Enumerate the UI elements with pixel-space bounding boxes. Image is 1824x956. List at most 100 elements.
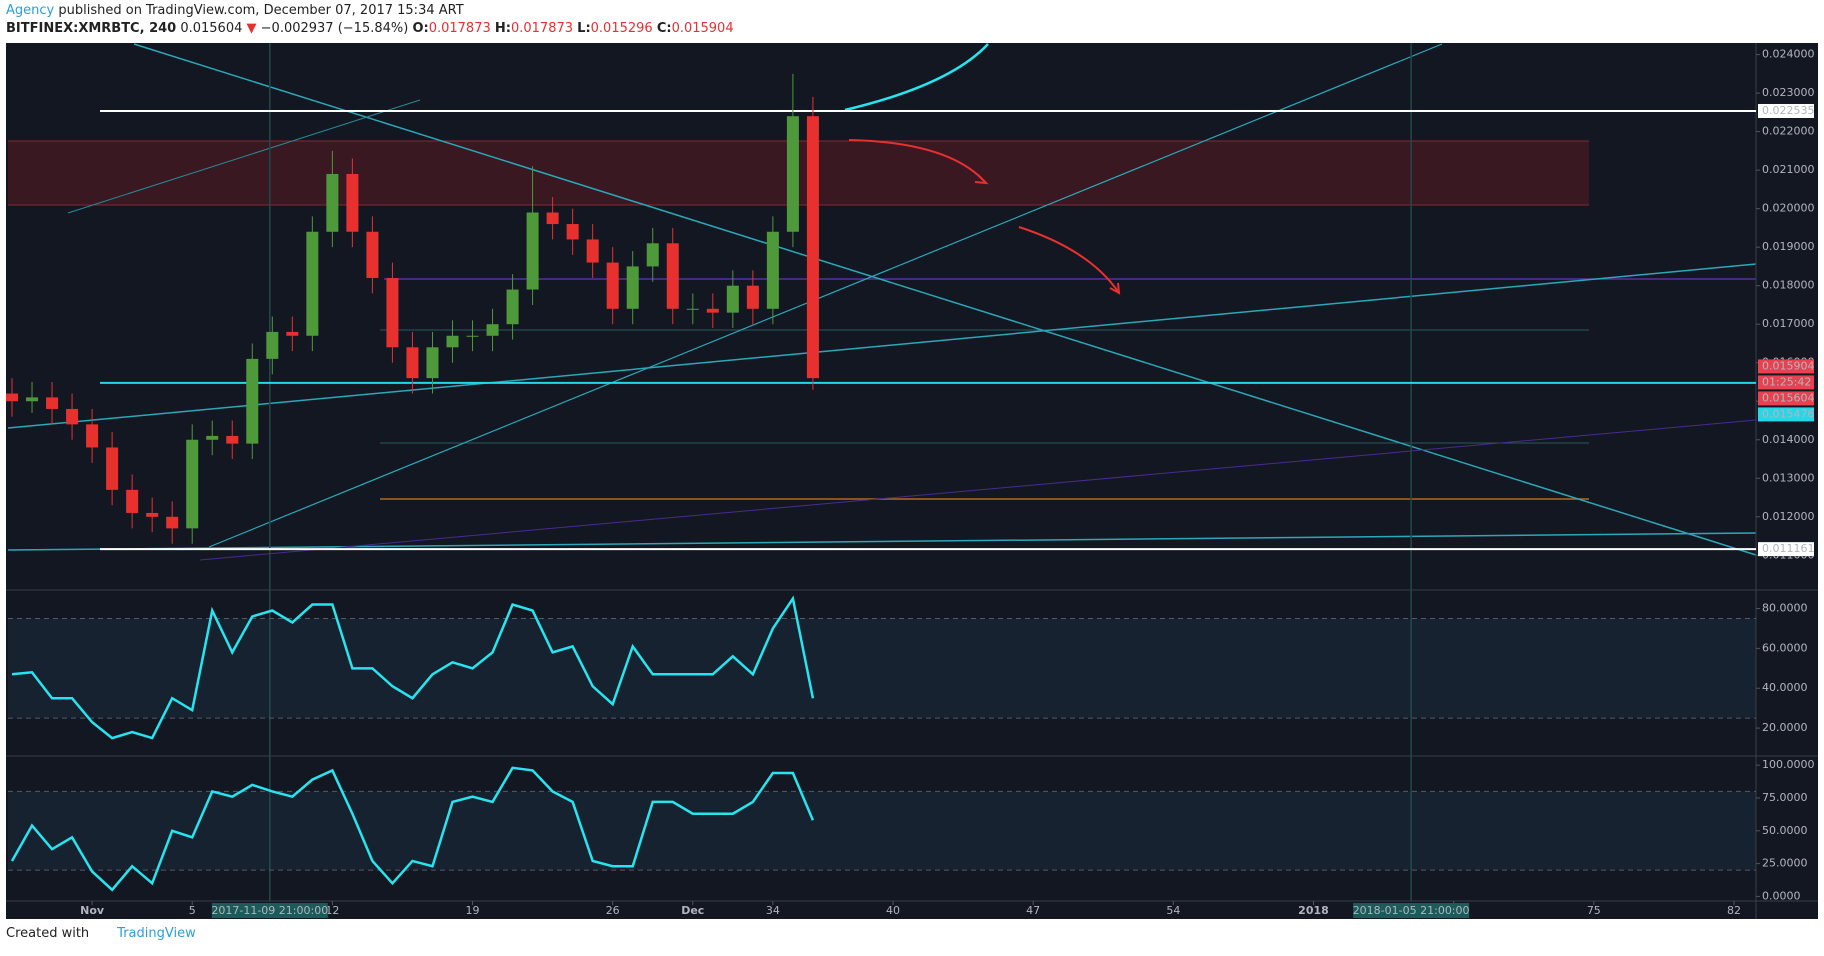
c: 0.015904 <box>671 21 734 36</box>
y-tick-label: 25.0000 <box>1762 857 1808 870</box>
brand[interactable]: TradingView <box>117 926 196 941</box>
candle-body <box>786 116 799 232</box>
candle-body <box>386 277 399 348</box>
marker-box <box>211 903 328 918</box>
candle-body <box>546 212 559 225</box>
l: 0.015296 <box>590 21 653 36</box>
candle-body <box>406 347 419 379</box>
candle-body <box>506 289 519 325</box>
candle-body <box>246 358 259 444</box>
candle-body <box>306 231 319 336</box>
x-tick-label: 82 <box>1727 904 1741 917</box>
candle-body <box>366 231 379 278</box>
o-label: O: <box>412 21 429 36</box>
trend-line <box>7 532 1757 551</box>
candle-body <box>126 489 139 513</box>
published: published on TradingView.com, December 0… <box>58 3 464 18</box>
candle-body <box>486 324 499 336</box>
arrow: ▼ <box>246 21 257 36</box>
candle-body <box>426 347 439 379</box>
candle-body <box>46 397 59 409</box>
price-label: 0.015604 <box>1762 391 1815 404</box>
trend-line <box>133 43 1757 556</box>
candle-body <box>726 285 739 313</box>
x-tick-label: Dec <box>681 904 704 917</box>
price-label: 0.015476 <box>1762 407 1815 420</box>
candle-body <box>466 335 479 337</box>
band <box>8 618 1756 719</box>
y-tick-label: 0.0000 <box>1762 889 1801 902</box>
trend-line <box>208 43 1443 548</box>
x-tick-label: 40 <box>886 904 900 917</box>
candle-body <box>186 439 199 529</box>
candle-body <box>606 262 619 309</box>
x-tick-label: 75 <box>1587 904 1601 917</box>
x-tick-label: 2018 <box>1298 904 1329 917</box>
candle-body <box>346 173 359 232</box>
y-tick-label: 50.0000 <box>1762 824 1808 837</box>
author[interactable]: Agency <box>6 3 55 18</box>
price-label: 0.015904 <box>1762 359 1815 372</box>
price-label-box <box>1758 359 1814 374</box>
o: 0.017873 <box>428 21 491 36</box>
y-tick-label: 0.017000 <box>1762 317 1815 330</box>
candle-body <box>66 408 79 425</box>
x-tick-label: 47 <box>1026 904 1040 917</box>
y-tick-label: 0.021000 <box>1762 163 1815 176</box>
x-tick-label: Nov <box>80 904 105 917</box>
price-label-box <box>1758 391 1814 406</box>
arrow-head <box>974 174 989 185</box>
price-label-box <box>1758 407 1814 422</box>
footer: Created with TradingView <box>6 926 196 941</box>
candle-body <box>706 308 719 313</box>
purple-trend <box>199 419 1757 561</box>
candle-body <box>666 243 679 309</box>
x-tick-label: 5 <box>189 904 196 917</box>
symbol: BITFINEX:XMRBTC, 240 <box>6 21 177 36</box>
chart-background <box>6 43 1818 919</box>
candle-body <box>206 435 219 440</box>
y-tick-label: 0.020000 <box>1762 202 1815 215</box>
projection-curve <box>844 43 989 112</box>
candle-body <box>686 308 699 310</box>
y-tick-label: 0.019000 <box>1762 240 1815 253</box>
l-label: L: <box>577 21 591 36</box>
y-tick-label: 80.0000 <box>1762 602 1808 615</box>
header: Agency published on TradingView.com, Dec… <box>6 2 1816 40</box>
red-arrow <box>1018 226 1120 294</box>
y-tick-label: 75.0000 <box>1762 791 1808 804</box>
candle-body <box>146 512 159 517</box>
marker-label: 2018-01-05 21:00:00 <box>1353 904 1470 917</box>
x-tick-label: 54 <box>1166 904 1180 917</box>
change: −0.002937 (−15.84%) <box>260 21 409 36</box>
publish-line: Agency published on TradingView.com, Dec… <box>6 2 1816 20</box>
band <box>8 791 1756 871</box>
indicator-line <box>10 766 815 892</box>
candle-body <box>286 331 299 336</box>
arrow-head <box>1109 282 1121 295</box>
y-tick-label: 0.024000 <box>1762 48 1815 61</box>
countdown: 01:25:42 <box>1762 375 1811 388</box>
h-label: H: <box>494 21 511 36</box>
price-label: 0.011161 <box>1762 542 1815 555</box>
x-tick-label: 34 <box>766 904 780 917</box>
marker-box <box>1353 903 1470 918</box>
candle-body <box>326 173 339 232</box>
created: Created with <box>6 926 90 941</box>
candle-body <box>746 285 759 309</box>
price-label: 0.022535 <box>1762 104 1815 117</box>
candle-body <box>166 516 179 529</box>
candle-body <box>566 224 579 240</box>
marker-label: 2017-11-09 21:00:00 <box>211 904 328 917</box>
candle-body <box>266 331 279 359</box>
candle-body <box>626 266 639 309</box>
y-tick-label: 0.012000 <box>1762 510 1815 523</box>
price-label-box <box>1758 103 1814 118</box>
candle-body <box>226 435 239 444</box>
red-arrow <box>848 139 987 184</box>
candle-body <box>86 424 99 448</box>
y-tick-label: 40.0000 <box>1762 681 1808 694</box>
candle-body <box>586 239 599 263</box>
c-label: C: <box>656 21 672 36</box>
